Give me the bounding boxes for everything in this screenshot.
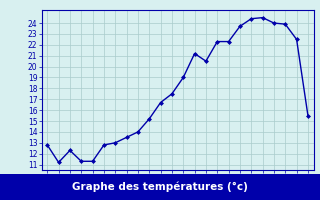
Text: Graphe des températures (°c): Graphe des températures (°c) bbox=[72, 182, 248, 192]
